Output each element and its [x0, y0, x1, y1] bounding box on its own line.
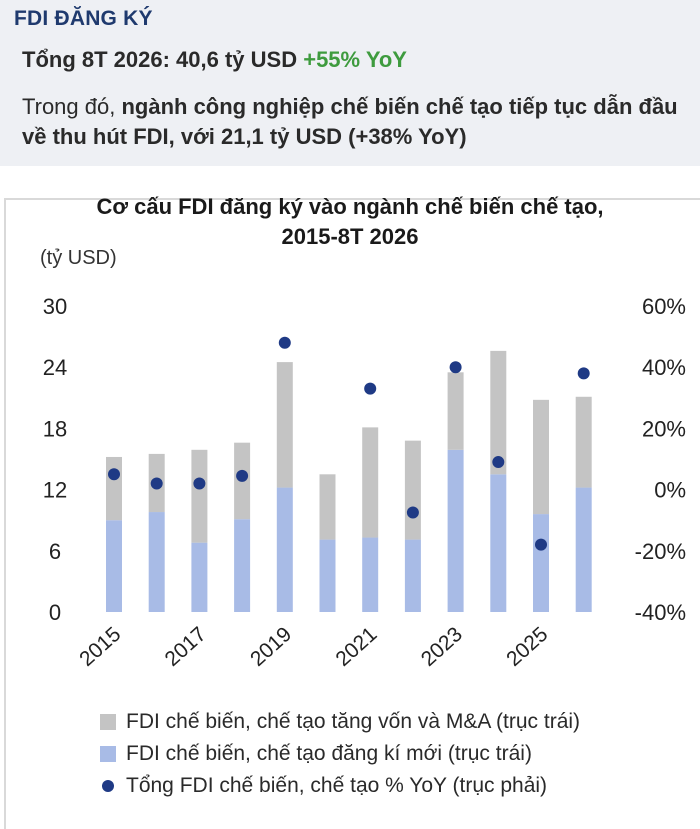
legend-label-new: FDI chế biến, chế tạo đăng kí mới (trục …: [126, 742, 532, 765]
bar-new-2025: [533, 514, 549, 612]
summary-prefix: Trong đó,: [22, 94, 122, 119]
bar-new-2017: [191, 542, 208, 612]
yoy-point-2022: [406, 506, 419, 519]
x-tick-label: 2025: [502, 623, 552, 671]
bar-new-2022: [404, 539, 421, 612]
y-left-tick-label: 6: [49, 539, 61, 564]
chart-title-line2: 2015-8T 2026: [282, 224, 419, 249]
bar-new-2020: [319, 539, 336, 612]
legend-swatch-upgrade: [100, 714, 116, 730]
left-axis-unit: (tỷ USD): [40, 247, 117, 269]
bar-upgrade-2022: [404, 440, 421, 540]
y-right-tick-label: -40%: [635, 600, 686, 625]
yoy-point-2025: [535, 538, 547, 551]
yoy-point-2021: [364, 382, 377, 395]
yoy-point-2018: [236, 469, 249, 482]
legend-label-yoy: Tổng FDI chế biến, chế tạo % YoY (trục p…: [126, 774, 548, 797]
bar-upgrade-2021: [362, 427, 379, 538]
y-right-tick-label: 20%: [642, 416, 686, 441]
bar-upgrade-2019: [276, 362, 293, 488]
bar-upgrade-2017: [191, 449, 208, 543]
y-right-tick-label: 60%: [642, 294, 686, 319]
bar-upgrade-2020: [319, 474, 336, 540]
y-right-tick-label: 40%: [642, 355, 686, 380]
bar-upgrade-2025: [533, 399, 549, 515]
yoy-point-2023: [449, 361, 462, 374]
yoy-point-2024: [492, 456, 505, 469]
x-tick-label: 2015: [75, 623, 125, 671]
yoy-point-2017: [193, 477, 206, 490]
legend-swatch-new: [100, 746, 116, 762]
y-right-tick-label: 0%: [654, 478, 686, 503]
headline-total: Tổng 8T 2026: 40,6 tỷ USD: [22, 47, 298, 72]
headline: Tổng 8T 2026: 40,6 tỷ USD +55% YoY: [22, 47, 407, 73]
header-panel: FDI ĐĂNG KÝ Tổng 8T 2026: 40,6 tỷ USD +5…: [0, 0, 700, 166]
legend-label-upgrade: FDI chế biến, chế tạo tăng vốn và M&A (t…: [126, 710, 581, 733]
y-left-tick-label: 24: [43, 355, 67, 380]
bar-new-2019: [276, 487, 293, 612]
bar-new-8T-2026: [575, 487, 592, 612]
yoy-point-8T-2026: [577, 367, 590, 380]
headline-yoy: +55% YoY: [303, 47, 407, 72]
summary-bold: ngành công nghiệp chế biến chế tạo tiếp …: [22, 94, 678, 149]
bar-new-2024: [490, 474, 507, 612]
bar-upgrade-8T-2026: [575, 396, 592, 488]
y-left-tick-label: 30: [43, 294, 67, 319]
x-tick-label: 2017: [161, 623, 211, 671]
yoy-point-2016: [150, 477, 163, 490]
bar-upgrade-2023: [447, 372, 464, 450]
x-tick-label: 2021: [331, 623, 381, 671]
bar-new-2018: [234, 519, 251, 612]
bar-upgrade-2015: [106, 456, 122, 521]
y-left-tick-label: 0: [49, 600, 61, 625]
summary-paragraph: Trong đó, ngành công nghiệp chế biến chế…: [22, 92, 692, 152]
bar-upgrade-2024: [490, 350, 507, 475]
chart-title-line1: Cơ cấu FDI đăng ký vào ngành chế biến ch…: [96, 194, 603, 219]
x-tick-label: 2019: [246, 623, 296, 671]
bar-new-2023: [447, 449, 464, 612]
plot-area: 0 6 12 18 24 30 -40% -20% 0% 20% 40% 60% 2015 2017 201…: [43, 294, 686, 671]
y-left-tick-label: 12: [43, 478, 67, 503]
bar-new-2015: [106, 520, 122, 612]
yoy-point-2015: [108, 468, 120, 481]
bar-new-2016: [148, 512, 165, 612]
yoy-point-2019: [278, 336, 291, 349]
section-tag: FDI ĐĂNG KÝ: [14, 7, 153, 30]
y-left-tick-label: 18: [43, 416, 67, 441]
chart-card: [4, 198, 700, 829]
legend-marker-yoy: [102, 780, 114, 792]
y-right-tick-label: -20%: [635, 539, 686, 564]
bar-new-2021: [362, 537, 379, 612]
x-tick-label: 2023: [417, 623, 467, 671]
